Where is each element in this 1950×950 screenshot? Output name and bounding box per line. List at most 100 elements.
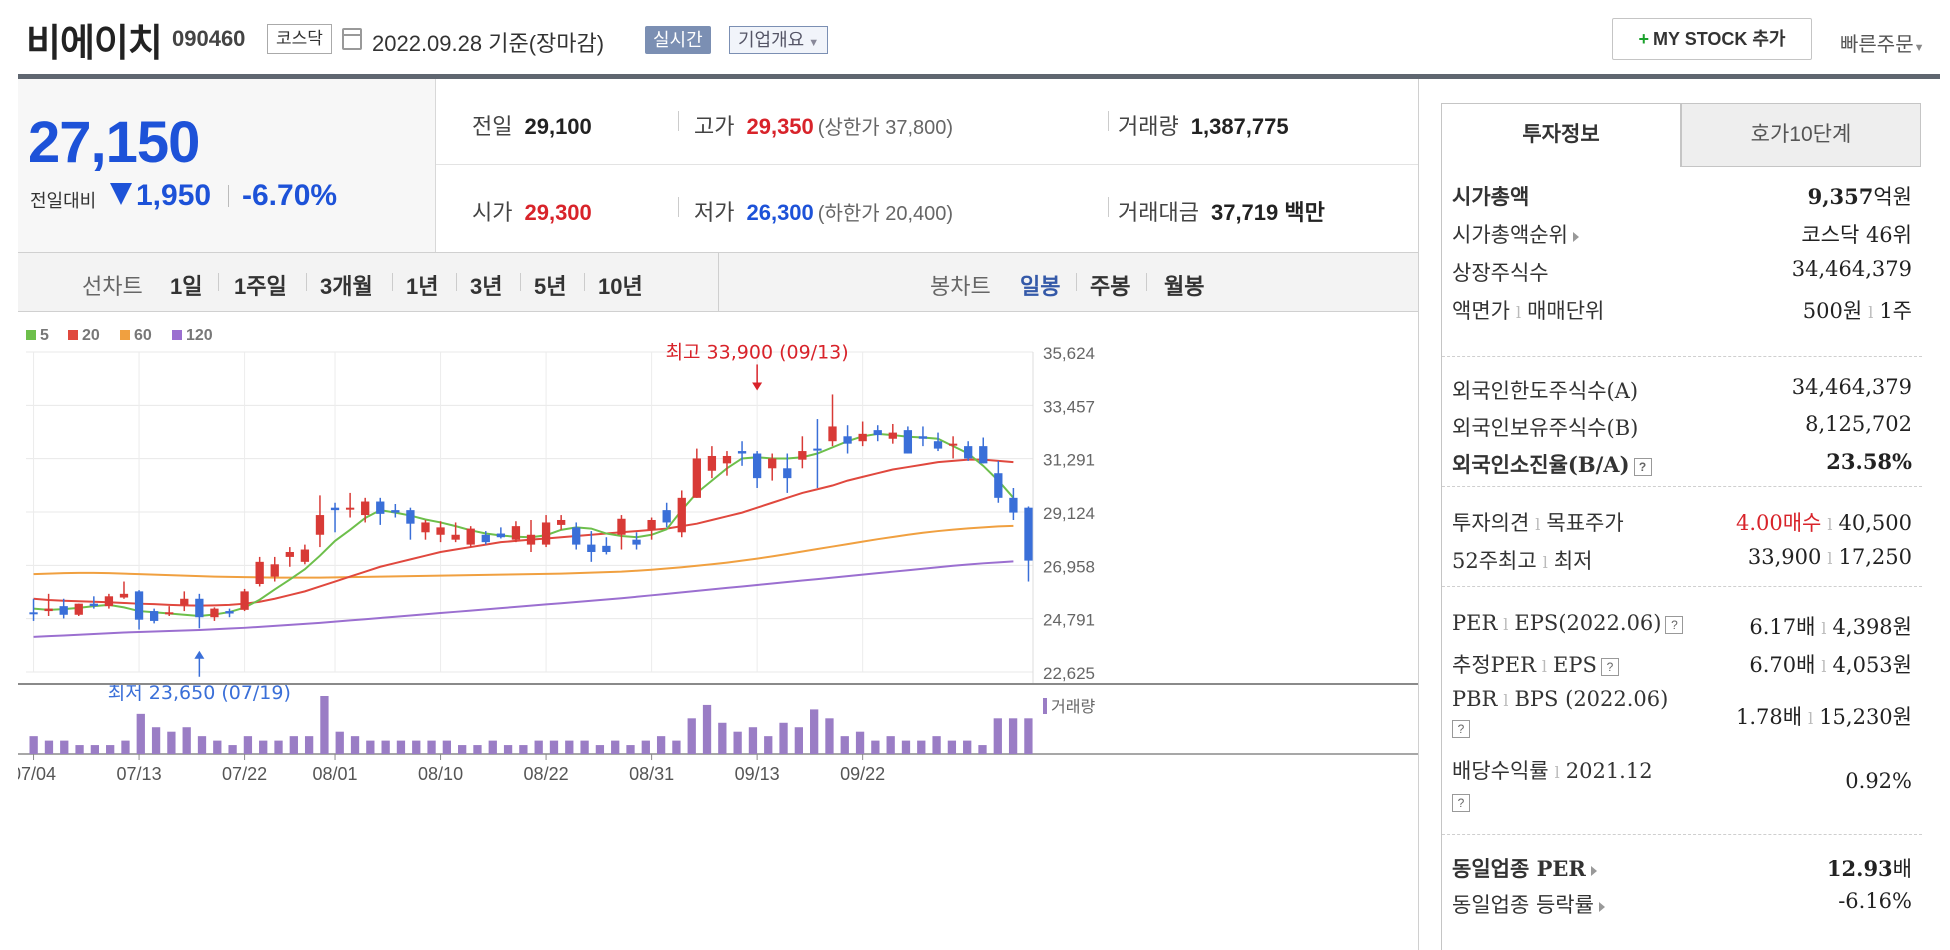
candle-body xyxy=(451,534,460,540)
period-1w[interactable]: 1주일 xyxy=(234,274,287,299)
prev-close-label: 전일 xyxy=(472,114,513,139)
target-price-label: 목표주가 xyxy=(1546,511,1624,535)
volume-bar xyxy=(503,745,513,754)
tab-investment-info[interactable]: 투자정보 xyxy=(1441,103,1681,167)
divider xyxy=(1108,111,1109,131)
trade-amount-value: 37,719 xyxy=(1210,200,1279,225)
help-icon[interactable]: ? xyxy=(1452,719,1470,738)
stock-header: 비에이치 090460 코스닥 2022.09.28 기준(장마감) 실시간 기… xyxy=(0,0,1950,80)
candle-body xyxy=(933,441,943,449)
market-cap-rank-row[interactable]: 시가총액순위 코스닥 46위 xyxy=(1452,219,1912,251)
volume-bar xyxy=(810,709,819,754)
volume-bar xyxy=(1024,718,1033,754)
help-icon[interactable]: ? xyxy=(1452,793,1470,812)
sector-per-row[interactable]: 동일업종 PER 12.93배 xyxy=(1452,853,1912,885)
volume-bar xyxy=(993,718,1002,754)
week52-low-value: 17,250 xyxy=(1838,545,1912,569)
prev-close: 전일 29,100 xyxy=(472,109,592,141)
candle-body xyxy=(828,426,837,442)
volume-bar xyxy=(412,740,421,754)
period-5y[interactable]: 5년 xyxy=(534,274,567,299)
volume-bar xyxy=(197,736,207,754)
investment-info-content: 시가총액 9,357억원 시가총액순위 코스닥 46위 상장주식수 34,464… xyxy=(1441,167,1922,950)
divider xyxy=(1108,197,1109,217)
volume-bar xyxy=(473,745,482,754)
tab-order-book[interactable]: 호가10단계 xyxy=(1681,103,1921,167)
divider xyxy=(584,273,585,291)
foreign-hold-row: 외국인보유주식수(B) 8,125,702 xyxy=(1452,412,1912,444)
sector-rate-value: -6.16% xyxy=(1838,889,1912,913)
volume-bar xyxy=(1008,718,1018,754)
volume-bar xyxy=(136,713,145,754)
period-1d[interactable]: 1일 xyxy=(170,274,203,299)
period-10y[interactable]: 10년 xyxy=(598,274,643,299)
pbr-label: PBR xyxy=(1452,687,1498,711)
volume-bar xyxy=(871,740,880,754)
legend-label: 120 xyxy=(186,327,213,344)
period-1y[interactable]: 1년 xyxy=(406,274,439,299)
divider xyxy=(392,273,393,291)
candle-body xyxy=(813,448,822,451)
diff-percent: -6.70% xyxy=(242,179,338,212)
ma60-line xyxy=(33,524,1014,579)
volume-bar xyxy=(289,736,298,754)
candle-body xyxy=(466,528,475,545)
period-daily[interactable]: 일봉 xyxy=(1020,274,1061,299)
help-icon[interactable]: ? xyxy=(1633,457,1652,476)
volume-bar xyxy=(549,740,559,754)
candle-body xyxy=(345,507,355,510)
est-per-label: 추정PER xyxy=(1452,653,1536,677)
stock-chart[interactable]: 35,624 33,457 31,291 29,124 26,958 24,791 22,6… xyxy=(18,312,1418,950)
base-date: 2022.09.28 기준(장마감) xyxy=(372,31,605,56)
divider xyxy=(520,273,521,291)
stock-code: 090460 xyxy=(172,26,246,51)
divider xyxy=(678,197,679,217)
volume-bar xyxy=(932,736,941,754)
caret-down-icon: ▼ xyxy=(1913,42,1925,54)
week52-high-label: 52주최고 xyxy=(1452,549,1537,573)
company-name: 비에이치 xyxy=(26,23,163,65)
candle-body xyxy=(677,497,686,533)
trade-amount-unit: 백만 xyxy=(1284,200,1325,225)
company-overview-dropdown[interactable]: 기업개요 ▼ xyxy=(729,26,829,54)
foreign-ratio-label: 외국인소진율(B/A) xyxy=(1452,452,1630,477)
volume-label: 거래량 xyxy=(1118,114,1179,139)
period-3y[interactable]: 3년 xyxy=(470,274,503,299)
trade-amount-label: 거래대금 xyxy=(1118,200,1199,225)
low-label: 저가 xyxy=(694,200,735,225)
volume-bar xyxy=(396,740,406,754)
sector-rate-row[interactable]: 동일업종 등락률 -6.16% xyxy=(1452,889,1912,921)
period-monthly[interactable]: 월봉 xyxy=(1164,274,1205,299)
candle-body xyxy=(873,430,882,436)
diff-value: 1,950 xyxy=(136,179,212,212)
par-value: 500원 xyxy=(1802,299,1863,323)
help-icon[interactable]: ? xyxy=(1600,657,1619,676)
quick-order-button[interactable]: 빠른주문▼ xyxy=(1840,28,1925,57)
lower-limit: (하한가 20,400) xyxy=(817,203,954,225)
candle-body xyxy=(1024,507,1033,561)
y-tick-label: 33,457 xyxy=(1043,397,1095,416)
market-cap-label: 시가총액 xyxy=(1452,184,1530,209)
realtime-button[interactable]: 실시간 xyxy=(645,26,711,54)
add-my-stock-button[interactable]: + MY STOCK 추가 xyxy=(1612,18,1812,60)
period-weekly[interactable]: 주봉 xyxy=(1090,274,1131,299)
candle-body xyxy=(858,433,867,442)
opinion-row: 투자의견 l 목표주가 4.00매수 l 40,500 xyxy=(1452,511,1912,535)
candle-body xyxy=(798,451,807,460)
volume: 거래량 1,387,775 xyxy=(1118,109,1289,141)
candlestick-chart: 35,624 33,457 31,291 29,124 26,958 24,791 22,6… xyxy=(18,327,1418,784)
caret-right-icon xyxy=(1590,865,1597,876)
period-3m[interactable]: 3개월 xyxy=(320,274,373,299)
sector-per-unit: 배 xyxy=(1892,857,1912,881)
calendar-icon xyxy=(342,28,362,50)
candle-body xyxy=(557,519,566,525)
candle-body xyxy=(964,446,973,459)
candle-body xyxy=(330,507,340,511)
help-icon[interactable]: ? xyxy=(1665,615,1684,634)
listed-shares-value: 34,464,379 xyxy=(1791,257,1912,281)
volume-bar xyxy=(151,727,161,754)
candle-body xyxy=(572,527,581,545)
plus-icon: + xyxy=(1638,29,1650,49)
divider xyxy=(678,111,679,131)
per-row: PER l EPS(2022.06)? 6.17배 l 4,398원 xyxy=(1452,611,1912,639)
